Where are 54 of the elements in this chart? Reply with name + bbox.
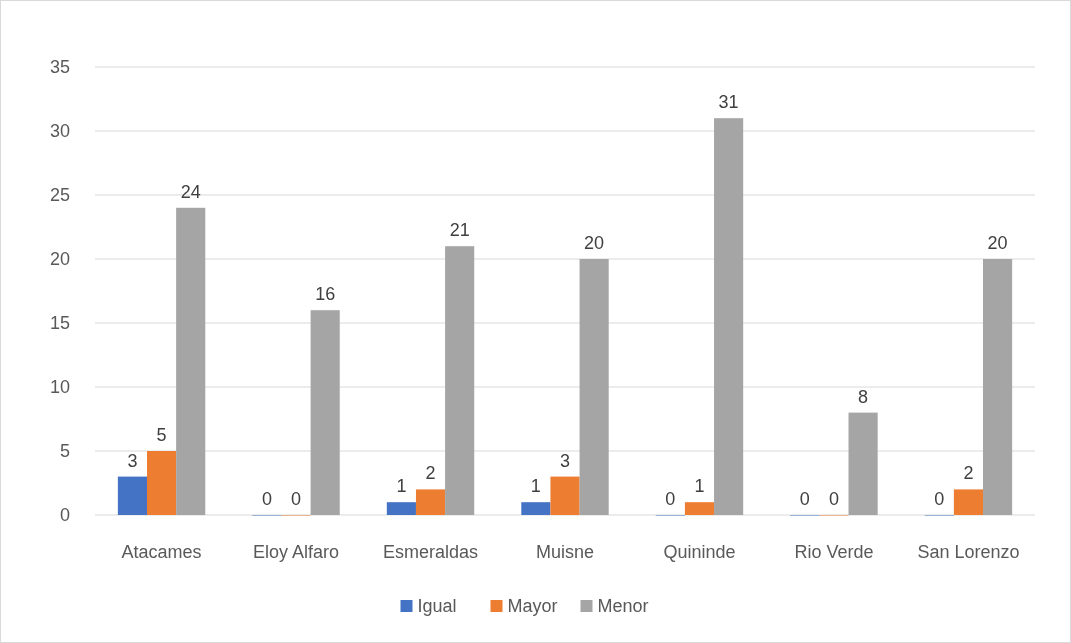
data-label: 1 [530,476,541,497]
x-tick-label: Quininde [663,542,736,562]
data-label: 2 [963,463,974,484]
bar [445,246,475,515]
data-label: 0 [828,489,839,509]
data-label: 2 [425,463,436,484]
data-label: 3 [559,450,571,471]
bar [983,259,1013,515]
data-label: 0 [291,489,302,509]
y-tick-label: 25 [49,185,70,205]
x-tick-label: Atacames [121,542,202,562]
x-tick-label: Rio Verde [794,542,874,562]
data-label: 24 [180,181,201,202]
data-label: 8 [858,386,869,407]
y-tick-label: 0 [59,505,70,525]
data-label: 31 [718,92,739,113]
data-label: 16 [315,284,336,305]
y-tick-label: 35 [49,57,70,77]
legend-label: Mayor [507,596,558,616]
y-tick-label: 15 [49,313,70,333]
bar [848,412,878,515]
data-label: 1 [694,476,705,497]
y-tick-label: 20 [49,249,70,269]
x-tick-label: Muisne [535,542,595,562]
x-tick-label: Eloy Alfaro [253,542,340,562]
bar [310,310,340,515]
data-label: 0 [934,489,945,509]
legend-label: Igual [417,596,457,616]
data-label: 1 [396,476,407,497]
y-tick-label: 10 [49,377,70,397]
bar [117,476,147,515]
data-label: 20 [987,233,1008,253]
bar [176,207,206,515]
legend-label: Menor [597,596,649,616]
data-label: 21 [449,220,470,241]
bar [684,502,715,515]
data-label: 0 [261,489,272,509]
data-label: 5 [156,425,167,445]
data-label: 0 [665,489,676,509]
data-label: 0 [799,489,810,509]
data-label: 20 [584,233,605,253]
x-tick-label: San Lorenzo [917,542,1020,562]
bar [550,476,580,515]
y-tick-label: 5 [59,441,70,461]
bar [415,489,446,515]
bar [579,259,609,515]
bar [953,489,983,515]
bar [521,502,551,515]
data-label: 3 [127,450,138,471]
bar [714,118,744,515]
bar [147,451,177,515]
y-tick-label: 30 [49,121,70,141]
bar [386,502,416,515]
x-tick-label: Esmeraldas [383,542,479,562]
